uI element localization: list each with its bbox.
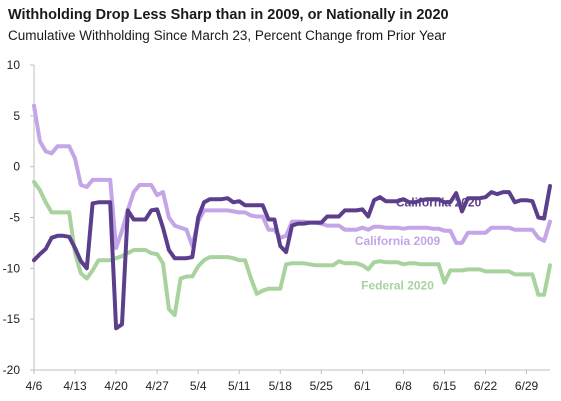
y-tick-label: 0 [13, 160, 20, 174]
y-tick-label: -5 [9, 211, 20, 225]
y-tick-label: -10 [3, 261, 21, 275]
chart-subtitle: Cumulative Withholding Since March 23, P… [8, 28, 447, 43]
x-tick-label: 5/18 [269, 379, 293, 393]
x-tick-label: 4/6 [26, 379, 43, 393]
x-tick-label: 5/11 [228, 379, 251, 393]
series-line-federal-2020 [32, 179, 552, 318]
x-tick-label: 4/20 [104, 379, 128, 393]
series-labels: California 2020 California 2009 Federal 20… [355, 195, 482, 292]
x-tick-label: 6/15 [433, 379, 457, 393]
chart-title: Withholding Drop Less Sharp than in 2009… [8, 7, 449, 23]
x-tick-label: 4/13 [63, 379, 87, 393]
x-tick-label: 6/22 [474, 379, 498, 393]
x-axis: 4/6 4/13 4/20 4/27 5/4 5/11 5/18 5/25 6/1 6/8 6/15… [26, 369, 550, 393]
x-tick-label: 6/8 [395, 379, 412, 393]
x-tick-label: 4/27 [145, 379, 169, 393]
series-label-california-2020: California 2020 [396, 195, 482, 209]
series-layer [32, 103, 552, 331]
series-label-california-2009: California 2009 [355, 234, 441, 248]
series-label-federal-2020: Federal 2020 [361, 279, 434, 293]
y-tick-label: -15 [3, 312, 21, 326]
x-tick-label: 5/4 [190, 379, 207, 393]
y-tick-label: -20 [3, 363, 21, 377]
x-tick-label: 6/1 [354, 379, 371, 393]
series-line-california-2009 [32, 103, 552, 250]
series-line-california-2020 [32, 184, 552, 331]
x-tick-label: 6/29 [515, 379, 539, 393]
y-tick-label: 10 [7, 58, 21, 72]
y-axis: 10 5 0 -5 -10 -15 -20 [3, 58, 35, 377]
y-tick-label: 5 [13, 109, 20, 123]
x-tick-label: 5/25 [310, 379, 334, 393]
